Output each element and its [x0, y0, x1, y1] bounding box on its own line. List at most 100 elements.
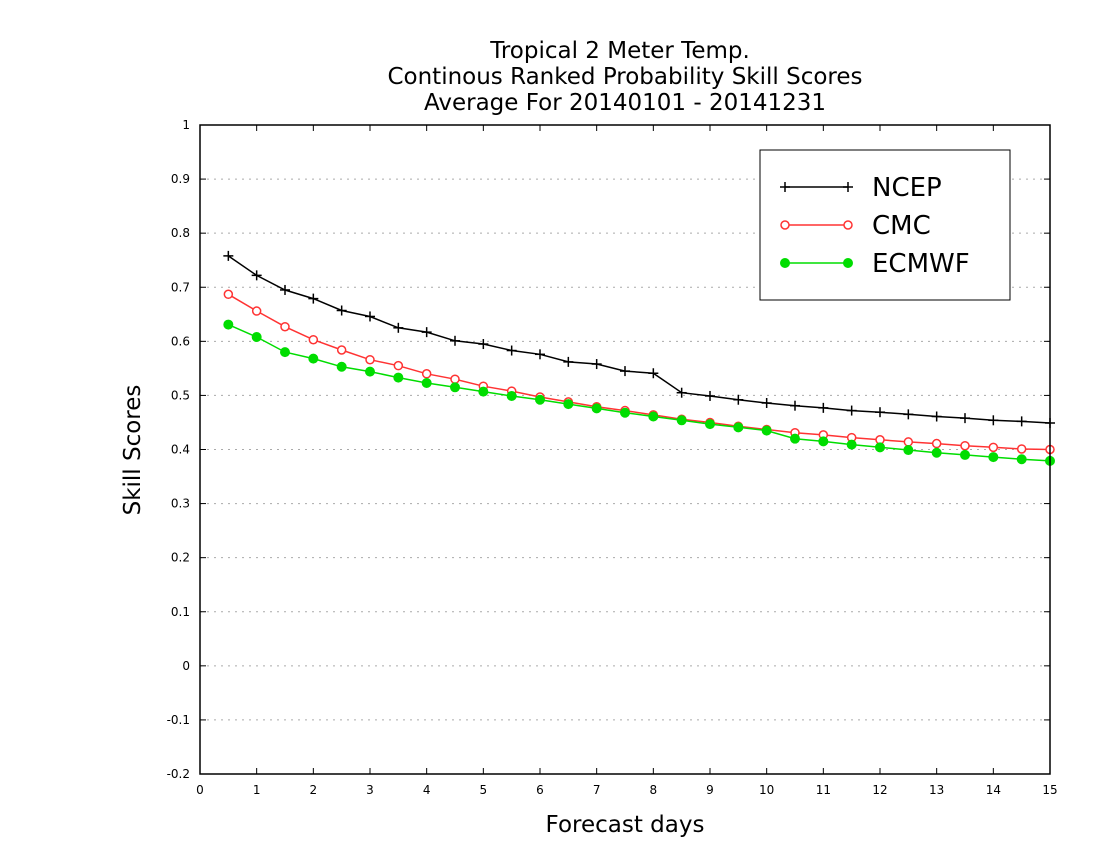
data-point-ecmwf [421, 377, 432, 388]
data-point-ecmwf [506, 390, 517, 401]
legend-label-cmc: CMC [872, 211, 931, 241]
chart-title-line-1: Tropical 2 Meter Temp. [489, 38, 750, 64]
data-point-ecmwf [988, 452, 999, 463]
data-point-ncep [875, 407, 885, 418]
x-tick-label: 12 [872, 783, 887, 797]
y-tick-label: 0.4 [171, 443, 190, 457]
data-point-ncep [591, 359, 602, 370]
data-point-ncep [478, 339, 489, 350]
chart-title-line-3: Average For 20140101 - 20141231 [424, 90, 826, 116]
data-point-ecmwf [960, 449, 970, 460]
series-layer [223, 250, 1055, 466]
data-point-ecmwf [393, 372, 404, 383]
data-point-ncep [336, 305, 347, 316]
data-point-ncep [931, 411, 942, 422]
data-point-ecmwf [365, 366, 375, 377]
data-point-cmc [450, 374, 460, 384]
data-point-ncep [960, 413, 970, 424]
data-point-cmc [223, 289, 234, 300]
data-point-ecmwf [931, 447, 942, 458]
x-tick-label: 7 [593, 783, 601, 797]
series-ecmwf [223, 319, 1055, 466]
data-point-ncep [761, 397, 772, 408]
x-tick-label: 14 [986, 783, 1001, 797]
data-point-cmc [308, 334, 319, 345]
data-point-ncep [223, 250, 234, 261]
y-tick-label: 0.5 [171, 388, 190, 402]
data-point-ecmwf [563, 399, 574, 410]
data-point-cmc [931, 438, 942, 449]
x-tick-label: 10 [759, 783, 774, 797]
axis-ticks: -0.2-0.100.10.20.30.40.50.60.70.80.910 1 2… [167, 118, 1058, 797]
x-tick-label: 8 [650, 783, 658, 797]
y-tick-label: 0.7 [171, 280, 190, 294]
legend-label-ecmwf: ECMWF [872, 249, 970, 279]
data-point-ncep [620, 366, 630, 377]
y-tick-label: 0.9 [171, 172, 190, 186]
y-axis-label: Skill Scores [120, 385, 146, 516]
x-tick-label: 11 [816, 783, 831, 797]
data-point-cmc [903, 437, 914, 447]
x-axis-label: Forecast days [546, 812, 705, 838]
legend-marker-ecmwf [843, 258, 853, 268]
data-point-cmc [988, 442, 999, 453]
y-tick-label: -0.2 [167, 767, 190, 781]
data-point-ncep [988, 415, 999, 426]
chart-title-line-2: Continous Ranked Probability Skill Score… [387, 64, 862, 90]
data-point-ecmwf [251, 332, 262, 343]
data-point-ncep [790, 400, 800, 411]
legend-marker-ncep [780, 182, 790, 192]
data-point-ncep [818, 402, 829, 413]
y-tick-label: 1 [182, 118, 190, 132]
series-line-ecmwf [227, 323, 1051, 462]
data-point-ncep [365, 311, 375, 322]
data-point-ncep [421, 327, 432, 338]
data-point-ecmwf [535, 394, 545, 405]
data-point-ncep [393, 322, 404, 333]
plot-frame [199, 124, 1051, 775]
x-tick-label: 2 [310, 783, 318, 797]
chart-title: Tropical 2 Meter Temp. Continous Ranked … [387, 38, 862, 116]
y-tick-label: 0.8 [171, 226, 190, 240]
data-point-ecmwf [280, 347, 290, 358]
data-point-cmc [365, 354, 375, 365]
data-point-ecmwf [1016, 454, 1027, 465]
data-point-ncep [450, 335, 460, 346]
data-point-cmc [336, 345, 347, 355]
data-point-ncep [705, 390, 715, 401]
legend-marker-ncep [843, 182, 853, 192]
data-point-ecmwf [733, 422, 744, 433]
data-point-ecmwf [761, 425, 772, 436]
data-point-ecmwf [478, 386, 489, 397]
data-point-ncep [535, 349, 545, 360]
data-point-ncep [846, 405, 857, 416]
legend-marker-cmc [780, 220, 790, 230]
legend-label-ncep: NCEP [872, 173, 942, 203]
data-point-ncep [903, 409, 914, 420]
data-point-ecmwf [450, 382, 460, 393]
data-point-ecmwf [875, 442, 885, 453]
x-tick-label: 13 [929, 783, 944, 797]
data-point-cmc [960, 440, 970, 451]
y-tick-label: -0.1 [167, 713, 190, 727]
y-tick-label: 0.3 [171, 497, 190, 511]
data-point-ecmwf [336, 361, 347, 372]
x-tick-label: 0 [196, 783, 204, 797]
data-point-ecmwf [846, 439, 857, 450]
data-point-cmc [393, 360, 404, 371]
data-point-ecmwf [591, 403, 602, 414]
x-tick-label: 4 [423, 783, 431, 797]
data-point-ncep [733, 394, 744, 405]
data-point-ncep [648, 368, 659, 379]
x-tick-label: 15 [1042, 783, 1057, 797]
data-point-cmc [1016, 444, 1027, 454]
x-tick-label: 3 [366, 783, 374, 797]
data-point-ncep [280, 284, 290, 295]
data-point-ecmwf [676, 415, 687, 426]
data-point-cmc [280, 321, 290, 332]
data-point-ncep [676, 387, 687, 398]
gridlines [200, 178, 1050, 721]
data-point-ecmwf [903, 445, 914, 456]
data-point-ncep [251, 270, 262, 281]
